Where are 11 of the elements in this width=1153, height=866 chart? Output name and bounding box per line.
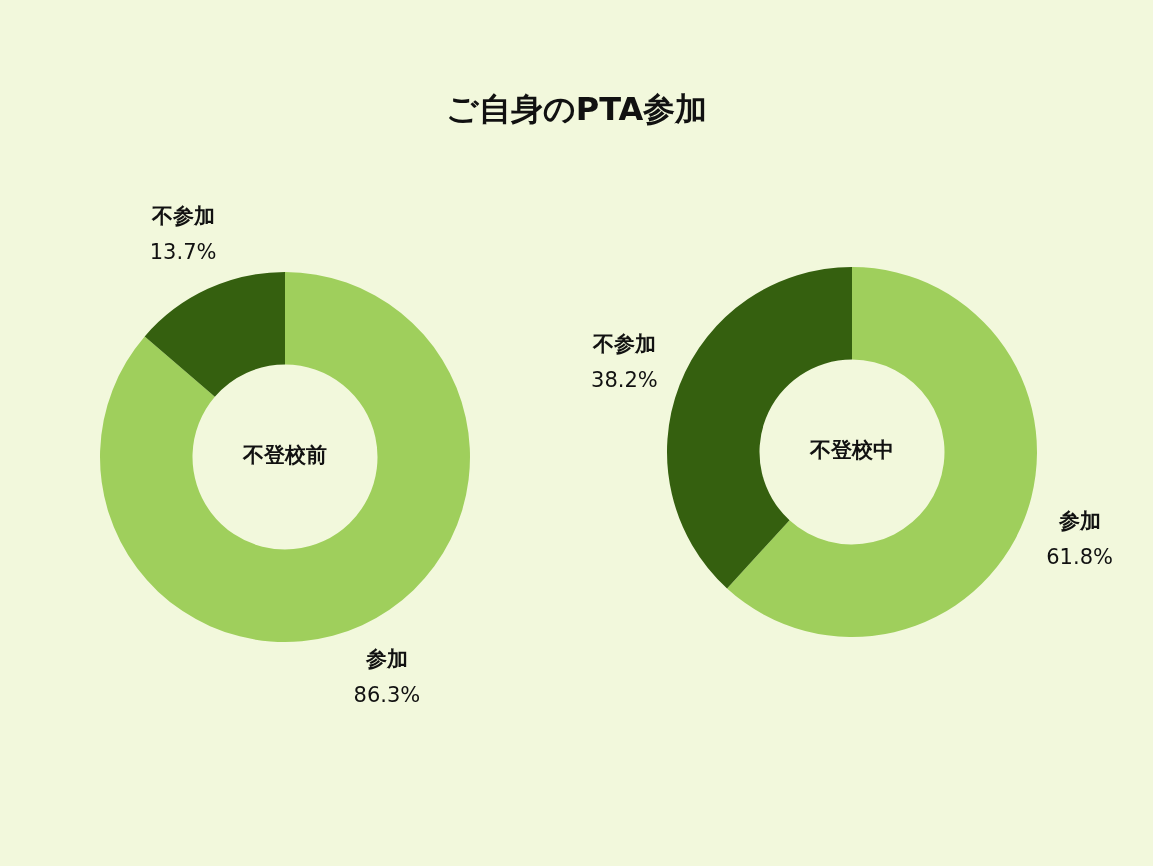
data-label: 38.2% [591, 367, 658, 392]
data-label: 13.7% [149, 239, 217, 264]
data-label: 86.3% [353, 683, 421, 708]
slice-label: 参加 [364, 647, 408, 672]
slice-label: 参加 [1057, 508, 1101, 533]
text: ご自身のPTA参加 [444, 89, 709, 130]
data-label: 61.8% [1046, 544, 1113, 569]
text: 不登校中 [809, 438, 894, 463]
slice-label: 不参加 [591, 331, 656, 356]
text: 不登校前 [242, 443, 327, 468]
slice-label: 不参加 [150, 203, 215, 228]
